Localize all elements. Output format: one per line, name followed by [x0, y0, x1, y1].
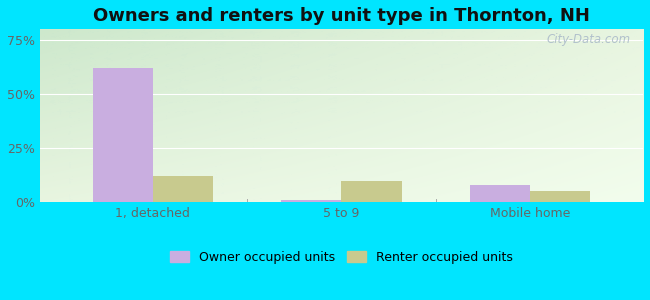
Legend: Owner occupied units, Renter occupied units: Owner occupied units, Renter occupied un… — [165, 246, 518, 269]
Bar — [92, 68, 153, 202]
Bar — [469, 185, 530, 202]
Bar — [530, 191, 590, 202]
Text: City-Data.com: City-Data.com — [547, 33, 631, 46]
Bar — [153, 176, 213, 202]
Bar — [281, 200, 341, 202]
Bar — [341, 181, 402, 202]
Title: Owners and renters by unit type in Thornton, NH: Owners and renters by unit type in Thorn… — [93, 7, 590, 25]
